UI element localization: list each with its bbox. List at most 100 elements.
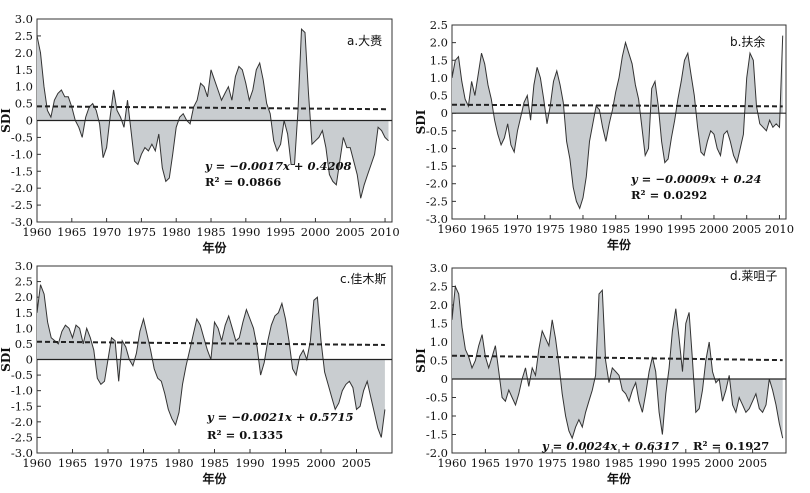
x-tick-label: 1980 xyxy=(571,456,600,470)
x-tick-label: 1970 xyxy=(503,222,532,236)
y-tick-label: 2.0 xyxy=(430,36,448,50)
trend-equation: y = −0.0021x + 0.5715 xyxy=(206,410,354,424)
y-tick-label: -0.5 xyxy=(11,368,33,382)
x-tick-label: 2005 xyxy=(342,456,371,470)
y-tick-label: -2.0 xyxy=(426,446,448,460)
y-tick-label: 1.5 xyxy=(430,317,448,331)
r-squared: R² = 0.1335 xyxy=(207,428,283,442)
trend-line xyxy=(36,105,389,111)
y-tick-label: -1.0 xyxy=(11,384,33,398)
x-tick-label: 1970 xyxy=(92,225,121,239)
trend-line xyxy=(451,354,783,362)
y-tick-label: 2.0 xyxy=(15,46,33,60)
trend-line xyxy=(451,103,783,108)
chart-panel-3: 3.0 2.52.0 1.51.0 0.5 0-0.5 -1.0-1.5 -2.0-2.5 -… xyxy=(0,259,393,486)
y-tick-label: -1.0 xyxy=(426,141,448,155)
y-tick-label: 2.5 xyxy=(430,18,448,32)
y-tick-label: 1.0 xyxy=(430,335,448,349)
y-tick-label: 1.5 xyxy=(15,306,33,320)
x-tick-label: 2000 xyxy=(705,456,734,470)
x-tick-label: 1990 xyxy=(235,456,264,470)
x-tick-label: 1985 xyxy=(604,456,633,470)
y-tick-label: 1.0 xyxy=(15,80,33,94)
x-tick-label: 1960 xyxy=(22,456,51,470)
y-axis-label: SDI xyxy=(0,108,13,133)
y-tick-label: -1.5 xyxy=(11,399,33,413)
y-tick-label: 3.0 xyxy=(430,261,448,275)
y-tick-label: -2.0 xyxy=(11,181,33,195)
x-tick-label: 1995 xyxy=(271,456,300,470)
y-axis-label: SDI xyxy=(414,348,428,373)
y-tick-label: 0 xyxy=(26,114,33,128)
sdi-area xyxy=(452,35,783,209)
y-axis-label: SDI xyxy=(414,109,428,134)
y-tick-label: -1.0 xyxy=(426,409,448,423)
x-tick-label: 2000 xyxy=(699,222,728,236)
x-tick-label: 1965 xyxy=(58,456,87,470)
x-tick-label: 1975 xyxy=(538,456,567,470)
x-tick-label: 1960 xyxy=(437,222,466,236)
y-tick-label: -1.5 xyxy=(426,428,448,442)
x-tick-label: 1965 xyxy=(471,456,500,470)
x-axis-label: 年份 xyxy=(202,471,227,486)
x-tick-label: 1980 xyxy=(162,225,191,239)
sdi-line xyxy=(36,27,389,199)
x-tick-label: 1995 xyxy=(671,456,700,470)
panel-title: a.大赉 xyxy=(347,34,382,48)
x-tick-label: 1975 xyxy=(129,456,158,470)
y-tick-label: -1.0 xyxy=(11,147,33,161)
x-tick-label: 1985 xyxy=(601,222,630,236)
y-tick-label: -0.5 xyxy=(426,391,448,405)
r-squared: R² = 0.1927 xyxy=(693,439,769,453)
sdi-line xyxy=(451,284,784,440)
y-tick-label: 0.5 xyxy=(430,354,448,368)
x-tick-label: 1970 xyxy=(93,456,122,470)
trend-equation: y = −0.0017x + 0.4208 xyxy=(204,159,352,173)
y-tick-label: 0 xyxy=(441,372,448,386)
trend-equation: y = −0.0009x + 0.24 xyxy=(630,172,761,186)
y-tick-label: -1.5 xyxy=(11,164,33,178)
x-tick-label: 1960 xyxy=(437,456,466,470)
x-tick-label: 1980 xyxy=(164,456,193,470)
y-tick-label: 2.0 xyxy=(15,290,33,304)
y-tick-label: 1.5 xyxy=(15,63,33,77)
y-tick-label: 0 xyxy=(441,106,448,120)
sdi-area xyxy=(452,286,783,439)
y-axis-label: SDI xyxy=(0,347,13,372)
y-tick-label: 0 xyxy=(26,353,33,367)
plot-frame xyxy=(451,24,787,220)
x-tick-label: 1990 xyxy=(638,456,667,470)
y-tick-label: -2.5 xyxy=(426,194,448,208)
y-tick-label: 1.0 xyxy=(15,321,33,335)
x-tick-label: 1990 xyxy=(231,225,260,239)
y-tick-label: -3.0 xyxy=(11,446,33,460)
x-tick-label: 1995 xyxy=(266,225,295,239)
panel-title: d.莱咀子 xyxy=(730,269,777,283)
y-tick-label: 3.0 xyxy=(15,259,33,273)
x-tick-label: 2010 xyxy=(765,222,794,236)
x-tick-label: 1970 xyxy=(504,456,533,470)
y-tick-label: 1.0 xyxy=(430,71,448,85)
x-tick-label: 2010 xyxy=(370,225,399,239)
y-tick-label: -3.0 xyxy=(426,212,448,226)
y-tick-label: -0.5 xyxy=(11,130,33,144)
x-tick-label: 1960 xyxy=(22,225,51,239)
x-tick-label: 1990 xyxy=(634,222,663,236)
y-tick-label: 0.5 xyxy=(15,337,33,351)
y-tick-label: 1.5 xyxy=(430,53,448,67)
x-tick-label: 1965 xyxy=(57,225,86,239)
y-tick-label: 2.0 xyxy=(430,298,448,312)
panel-title: c.佳木斯 xyxy=(340,272,386,286)
x-tick-label: 1980 xyxy=(568,222,597,236)
y-tick-label: 3.0 xyxy=(15,12,33,26)
y-tick-label: -3.0 xyxy=(11,215,33,229)
r-squared: R² = 0.0866 xyxy=(205,175,281,189)
y-tick-label: -2.5 xyxy=(11,198,33,212)
y-tick-label: 2.5 xyxy=(430,280,448,294)
y-tick-label: 0.5 xyxy=(15,97,33,111)
trend-line xyxy=(36,340,385,346)
panel-title: b.扶余 xyxy=(730,34,765,49)
x-tick-label: 2005 xyxy=(336,225,365,239)
